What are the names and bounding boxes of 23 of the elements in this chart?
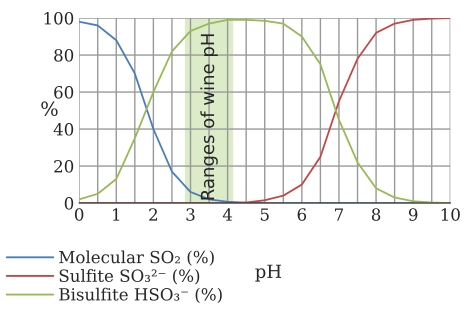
x-tick-label: 1 <box>113 208 120 221</box>
band-label: Ranges of wine pH <box>200 34 218 200</box>
y-tick-label: 100 <box>44 12 74 25</box>
y-axis-title: % <box>41 101 58 116</box>
y-tick-label: 0 <box>64 197 74 210</box>
x-tick-label: 7 <box>335 208 344 221</box>
x-tick-label: 0 <box>74 208 84 221</box>
x-tick-label: 9 <box>408 208 418 221</box>
x-tick-label: 8 <box>372 208 380 221</box>
y-tick-label: 80 <box>54 49 74 62</box>
legend-label: Sulfite SO₃²⁻ (%) <box>60 269 200 284</box>
y-tick-label: 40 <box>54 123 74 136</box>
legend-label: Molecular SO₂ (%) <box>59 250 214 266</box>
legend-label: Bisulfite HSO₃⁻ (%) <box>59 288 222 304</box>
x-tick-label: 5 <box>260 208 269 221</box>
y-tick-label: 20 <box>54 160 74 173</box>
x-tick-label: 3 <box>186 208 195 221</box>
x-tick-label: 2 <box>149 208 158 221</box>
x-tick-label: 6 <box>298 208 306 221</box>
y-tick-label: 60 <box>54 86 74 99</box>
x-tick-label: 10 <box>442 208 460 221</box>
x-axis-title: pH <box>255 264 282 282</box>
x-tick-label: 4 <box>222 208 232 221</box>
